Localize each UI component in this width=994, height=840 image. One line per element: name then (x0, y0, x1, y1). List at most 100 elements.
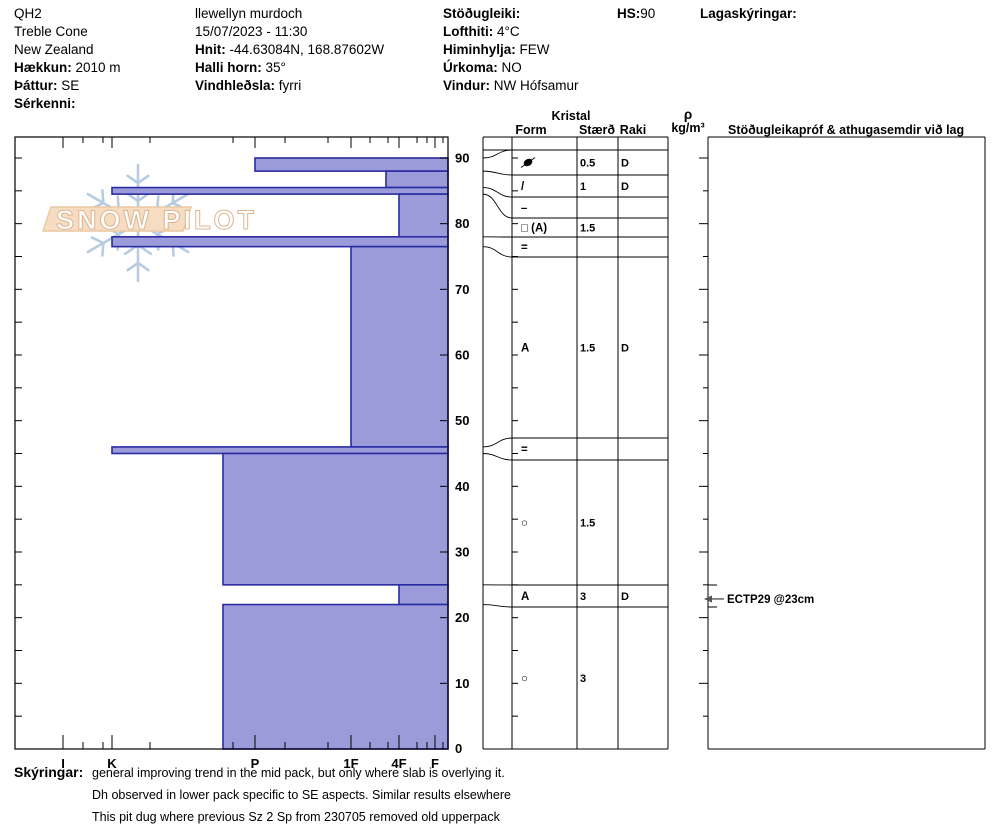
hardness-tick-label: 1F (343, 756, 358, 771)
hardness-tick-label: F (431, 756, 439, 771)
ect-annotation: ECTP29 @23cm (704, 584, 814, 608)
table-headers: Kristal Form Stærð Raki ρ kg/m³ Stöðugle… (515, 107, 964, 137)
header-weather-column: Stöðugleiki: Lofthiti: 4°C Himinhylja: F… (443, 5, 579, 95)
grain-form-slash-icon (520, 157, 536, 168)
depth-tick-label: 80 (455, 216, 469, 231)
windload-line: Vindhleðsla: fyrri (195, 78, 302, 93)
grain-size-value: 1.5 (580, 343, 595, 355)
hardness-tick-label: K (107, 756, 117, 771)
grain-form-double-ice-crust-icon: = (521, 444, 528, 456)
sky-line: Himinhylja: FEW (443, 42, 550, 57)
crystal-table-rows: 0.5 D / 1 D – □ (A) 1.5 = A 1.5 D = ○ 1.5 A 3 D ○ 3 (482, 149, 668, 685)
grain-size-value: 0.5 (580, 158, 595, 170)
hardness-tick-label: 4F (391, 756, 406, 771)
grain-form-ice-crust-icon: – (521, 203, 528, 215)
grain-form-facets-with-depth-hoar-icon: □ (A) (521, 223, 547, 235)
layer-bars (111, 157, 449, 750)
observer-name: llewellyn murdoch (195, 6, 303, 21)
depth-tick-label: 20 (455, 610, 469, 625)
size-header: Stærð (579, 123, 615, 137)
site-name: Treble Cone (14, 24, 88, 39)
layer-bar (111, 446, 449, 455)
watermark-banner (41, 206, 193, 232)
grain-form-depth-hoar-icon: A (521, 343, 529, 355)
grain-form-double-ice-crust-icon: = (521, 242, 528, 254)
moisture-value: D (621, 181, 629, 193)
precip-line: Úrkoma: NO (443, 60, 522, 75)
grain-size-value: 3 (580, 673, 586, 685)
slope-line: Halli horn: 35° (195, 60, 286, 75)
grain-form-melt-forms-icon: ○ (521, 518, 528, 530)
grain-size-value: 1.5 (580, 223, 595, 235)
layer-bar (111, 235, 449, 248)
header-site-column: QH2 Treble Cone New Zealand Hækkun: 2010… (14, 5, 121, 113)
grain-form-depth-hoar-icon: A (521, 591, 529, 603)
notes-label: Skýringar: (14, 764, 84, 780)
depth-tick-label: 90 (455, 150, 469, 165)
notes-lines: general improving trend in the mid pack,… (92, 762, 652, 828)
layer-bar (398, 584, 449, 606)
moisture-value: D (621, 158, 629, 170)
layer-leader-line (482, 246, 513, 258)
note-line: Dh observed in lower pack specific to SE… (92, 788, 511, 802)
crystal-header: Kristal (552, 109, 591, 123)
layer-bar (350, 245, 449, 448)
airtemp-line: Lofthiti: 4°C (443, 24, 520, 39)
density-header: ρ (684, 107, 692, 122)
layer-leader-line (482, 187, 513, 198)
snowpilot-watermark: SNOW PILOT (41, 163, 257, 283)
layer-leader-line (482, 437, 513, 448)
layer-leader-line (482, 149, 513, 159)
header-observer-column: llewellyn murdoch 15/07/2023 - 11:30 Hni… (195, 5, 384, 95)
density-unit-header: kg/m³ (671, 121, 704, 135)
note-line: general improving trend in the mid pack,… (92, 766, 505, 780)
depth-tick-label: 10 (455, 676, 469, 691)
region-name: New Zealand (14, 42, 94, 57)
ect-result-text: ECTP29 @23cm (727, 594, 814, 606)
stability-line: Stöðugleiki: (443, 6, 521, 21)
depth-tick-label: 60 (455, 347, 469, 362)
layer-leader-line (482, 604, 513, 608)
watermark-text: SNOW PILOT (56, 205, 257, 235)
form-header: Form (515, 123, 546, 137)
layer-bar (398, 193, 449, 238)
layer-bar (254, 157, 449, 172)
layer-leader-line (482, 193, 513, 219)
grain-form-decomposing-fragments-icon: / (521, 181, 525, 193)
snow-height-line: HS:90 (617, 6, 656, 21)
layer-bar (385, 170, 449, 189)
coords-line: Hnit: -44.63084N, 168.87602W (195, 42, 385, 57)
layer-leader-line (482, 170, 513, 176)
moisture-value: D (621, 591, 629, 603)
grain-size-value: 3 (580, 591, 586, 603)
chart-frame (14, 136, 986, 750)
grain-size-value: 1.5 (580, 518, 595, 530)
note-line: This pit dug where previous Sz 2 Sp from… (92, 810, 500, 824)
layer-bar (222, 603, 449, 750)
pit-datetime: 15/07/2023 - 11:30 (195, 24, 308, 39)
pit-name: QH2 (14, 6, 42, 21)
depth-tick-label: 0 (455, 741, 462, 756)
grain-size-value: 1 (580, 181, 586, 193)
aspect-line: Þáttur: SE (14, 78, 80, 93)
depth-tick-label: 70 (455, 282, 469, 297)
layer-bar (222, 452, 449, 586)
moisture-value: D (621, 343, 629, 355)
axis-labels: 0 10 20 30 40 50 60 70 80 90 I K P 1F 4F F (61, 150, 469, 771)
stability-tests-header: Stöðugleikapróf & athugasemdir við lag (728, 123, 964, 137)
elevation-line: Hækkun: 2010 m (14, 60, 121, 75)
feature-line: Sérkenni: (14, 96, 76, 111)
depth-tick-label: 30 (455, 544, 469, 559)
moisture-header: Raki (620, 123, 646, 137)
left-arrow-icon (704, 595, 712, 603)
layer-leader-line (482, 453, 513, 461)
layer-bar (111, 186, 449, 195)
layer-notes-header: Lagaskýringar: (700, 6, 797, 21)
wind-line: Vindur: NW Hófsamur (443, 78, 579, 93)
hardness-tick-label: I (61, 756, 65, 771)
grain-form-melt-forms-icon: ○ (521, 673, 528, 685)
depth-tick-label: 40 (455, 479, 469, 494)
hardness-tick-label: P (251, 756, 260, 771)
depth-tick-label: 50 (455, 413, 469, 428)
